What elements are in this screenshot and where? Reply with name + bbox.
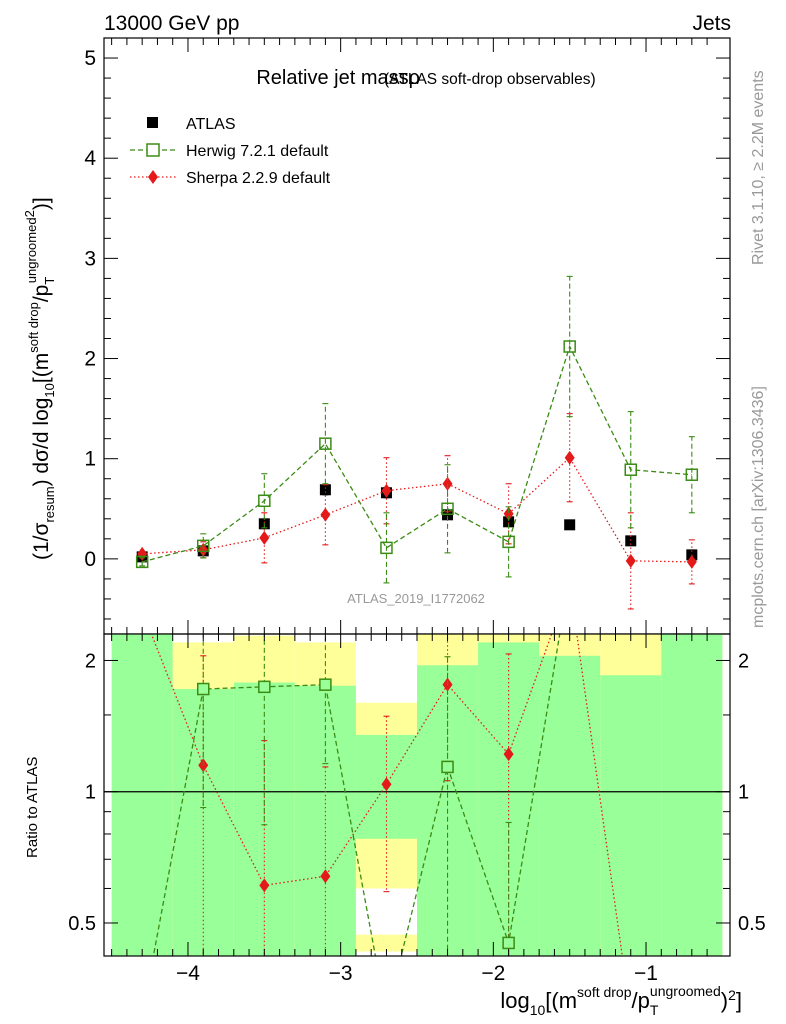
- ratio-green-band: [111, 634, 173, 956]
- herwig-ratio-point: [502, 936, 515, 950]
- rivet-label: Rivet 3.1.10, ≥ 2.2M events: [750, 70, 767, 265]
- energy-label: 13000 GeV pp: [104, 12, 239, 35]
- herwig-point: [502, 535, 515, 549]
- herwig-ratio-point: [441, 760, 454, 774]
- herwig-point: [135, 555, 149, 569]
- main-y-tick-label: 0: [84, 548, 96, 571]
- ratio-y-tick-label: 0.5: [68, 913, 96, 935]
- atlas-point: [564, 519, 576, 531]
- main-ticks: 0 1 2 3 4 5: [84, 38, 730, 634]
- legend-atlas-marker: [147, 117, 158, 128]
- sherpa-line: [142, 456, 692, 563]
- ratio-y-tick-label-right: 1: [738, 782, 749, 804]
- herwig-point: [685, 468, 699, 481]
- atlas-point: [319, 484, 331, 496]
- main-y-tick-label: 3: [84, 247, 96, 270]
- main-y-tick-label: 4: [84, 147, 96, 170]
- herwig-point: [441, 502, 454, 516]
- x-tick-label: −2: [481, 962, 505, 985]
- main-y-tick-label: 1: [84, 448, 96, 471]
- sherpa-point: [381, 483, 392, 498]
- ratio-y-tick-label: 2: [85, 650, 96, 672]
- ratio-green-band: [539, 655, 601, 956]
- ratio-y-axis-label: Ratio to ATLAS: [24, 757, 41, 858]
- x-axis-label: log10[(msoft drop/pTungroomed)2]: [500, 983, 742, 1018]
- legend-sherpa-marker: [148, 170, 158, 184]
- ratio-green-band: [600, 675, 662, 956]
- chart-subtitle: (ATLAS soft-drop observables): [384, 71, 596, 88]
- ratio-yellow-band: [355, 934, 417, 952]
- legend-herwig-label: Herwig 7.2.1 default: [186, 143, 329, 160]
- ratio-plot-layer: [104, 634, 730, 956]
- herwig-point: [196, 539, 210, 553]
- herwig-point: [624, 463, 638, 476]
- ratio-panel: 0.5 0.5 1 1 2 2 −4 −3 −2 −1 Ratio to ATLAS: [24, 633, 766, 985]
- x-tick-label: −3: [329, 962, 353, 985]
- sherpa-ratio-line: [150, 634, 623, 956]
- herwig-ratio-line: [152, 634, 561, 956]
- chart-title: Relative jet massρ: [256, 67, 420, 89]
- herwig-point: [258, 494, 271, 508]
- ratio-y-tick-label: 1: [85, 782, 96, 804]
- sherpa-point: [259, 530, 270, 545]
- herwig-ratio-point: [319, 678, 332, 691]
- mcplots-label: mcplots.cern.ch [arXiv:1306.3436]: [750, 386, 767, 628]
- legend-herwig-marker: [146, 143, 160, 157]
- sherpa-ratio-point: [259, 878, 270, 893]
- legend-sherpa-label: Sherpa 2.2.9 default: [186, 170, 331, 187]
- sherpa-ratio-point: [320, 869, 331, 884]
- main-y-tick-label: 2: [84, 348, 96, 371]
- sherpa-point: [686, 554, 697, 569]
- herwig-point: [319, 437, 332, 450]
- sherpa-point: [503, 506, 514, 521]
- x-tick-label: −1: [634, 962, 658, 985]
- herwig-line: [142, 344, 692, 563]
- ratio-y-tick-label-right: 0.5: [738, 913, 766, 935]
- sherpa-point: [442, 476, 453, 491]
- main-plot-layer: [135, 275, 699, 610]
- main-series-group: [135, 275, 699, 610]
- x-tick-label: −4: [176, 962, 200, 985]
- main-y-tick-label: 5: [84, 47, 96, 70]
- herwig-point: [563, 340, 576, 353]
- main-y-axis-label: (1/σresum) dσ/d log10[(msoft drop/pTungr…: [22, 197, 57, 560]
- sherpa-ratio-point: [381, 777, 392, 792]
- main-panel: 0 1 2 3 4 5 Relative jet massρ (ATLAS soft-dr…: [22, 37, 731, 635]
- atlas-point: [503, 516, 515, 528]
- herwig-ratio-point: [258, 680, 271, 694]
- herwig-point: [380, 541, 393, 555]
- ratio-series-group: [104, 634, 730, 956]
- sherpa-point: [564, 450, 575, 465]
- ratio-y-tick-label-right: 2: [738, 650, 749, 672]
- sherpa-point: [625, 553, 636, 568]
- legend-atlas-label: ATLAS: [186, 116, 236, 133]
- ratio-ticks: 0.5 0.5 1 1 2 2 −4 −3 −2 −1: [68, 634, 766, 985]
- category-label: Jets: [692, 12, 731, 35]
- sherpa-ratio-point: [503, 747, 514, 762]
- sherpa-point: [320, 507, 331, 522]
- herwig-ratio-point: [196, 682, 210, 696]
- legend: ATLAS Herwig 7.2.1 default Sherpa 2.2.9 …: [130, 116, 331, 187]
- analysis-id: ATLAS_2019_I1772062: [347, 591, 485, 606]
- ratio-green-band: [661, 634, 723, 956]
